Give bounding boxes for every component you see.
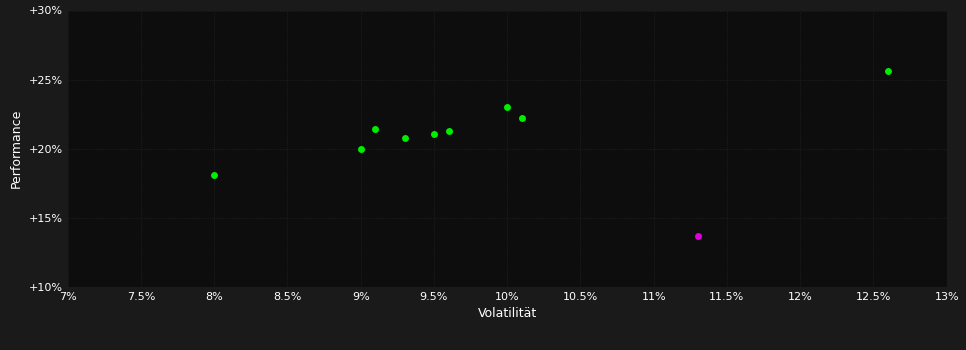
Point bbox=[367, 127, 383, 132]
X-axis label: Volatilität: Volatilität bbox=[477, 307, 537, 320]
Point bbox=[514, 116, 529, 121]
Point bbox=[397, 135, 412, 140]
Point bbox=[690, 233, 705, 239]
Point bbox=[880, 69, 895, 74]
Point bbox=[207, 172, 222, 178]
Point bbox=[353, 146, 368, 152]
Y-axis label: Performance: Performance bbox=[10, 109, 23, 188]
Point bbox=[426, 131, 441, 136]
Point bbox=[440, 128, 456, 134]
Point bbox=[499, 104, 515, 110]
